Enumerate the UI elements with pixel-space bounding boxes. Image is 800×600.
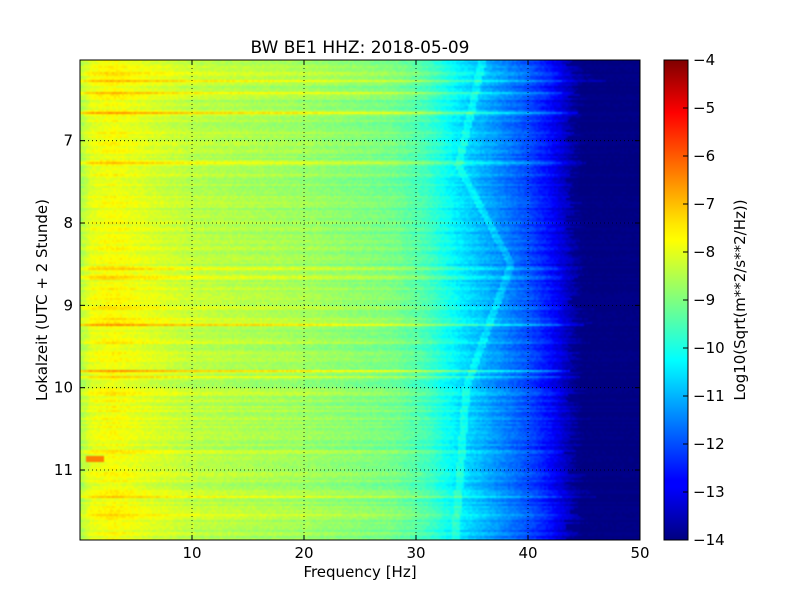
colorbar-tick-label: −14 [693, 531, 725, 549]
x-tick-label: 20 [294, 544, 313, 562]
colorbar-tick-label: −9 [693, 291, 715, 309]
spectrogram-image [80, 60, 640, 540]
colorbar-label: Log10(Sqrt(m**2/s**2/Hz)) [731, 199, 749, 400]
y-axis-ticks: 7 8 9 10 11 [54, 132, 640, 479]
colorbar: −4 −5 −6 −7 −8 −9 −10 −11 −12 −13 −14 Log10(Sqrt(m… [663, 51, 749, 549]
chart-title: BW BE1 HHZ: 2018-05-09 [250, 38, 469, 58]
x-tick-label: 30 [406, 544, 425, 562]
y-tick-label: 7 [63, 132, 73, 150]
colorbar-tick-label: −10 [693, 339, 725, 357]
y-tick-label: 11 [54, 461, 73, 479]
colorbar-tick-label: −8 [693, 243, 715, 261]
y-tick-label: 8 [63, 214, 73, 232]
colorbar-tick-label: −5 [693, 99, 715, 117]
grid-lines [80, 60, 640, 540]
x-tick-label: 50 [630, 544, 649, 562]
x-tick-label: 40 [518, 544, 537, 562]
colorbar-tick-label: −4 [693, 51, 715, 69]
colorbar-tick-label: −12 [693, 435, 725, 453]
y-axis-label: Lokalzeit (UTC + 2 Stunde) [33, 199, 51, 401]
colorbar-tick-label: −13 [693, 483, 725, 501]
spectrogram-heatmap [80, 60, 640, 540]
colorbar-tick-label: −6 [693, 147, 715, 165]
y-tick-label: 10 [54, 379, 73, 397]
colorbar-tick-label: −11 [693, 387, 725, 405]
y-tick-label: 9 [63, 296, 73, 314]
colorbar-tick-label: −7 [693, 195, 715, 213]
x-axis-ticks: 10 20 30 40 50 [182, 60, 650, 562]
x-tick-label: 10 [182, 544, 201, 562]
colorbar-ticks: −4 −5 −6 −7 −8 −9 −10 −11 −12 −13 −14 [683, 51, 725, 549]
x-axis-label: Frequency [Hz] [303, 563, 416, 581]
plot-frame [79, 59, 641, 541]
